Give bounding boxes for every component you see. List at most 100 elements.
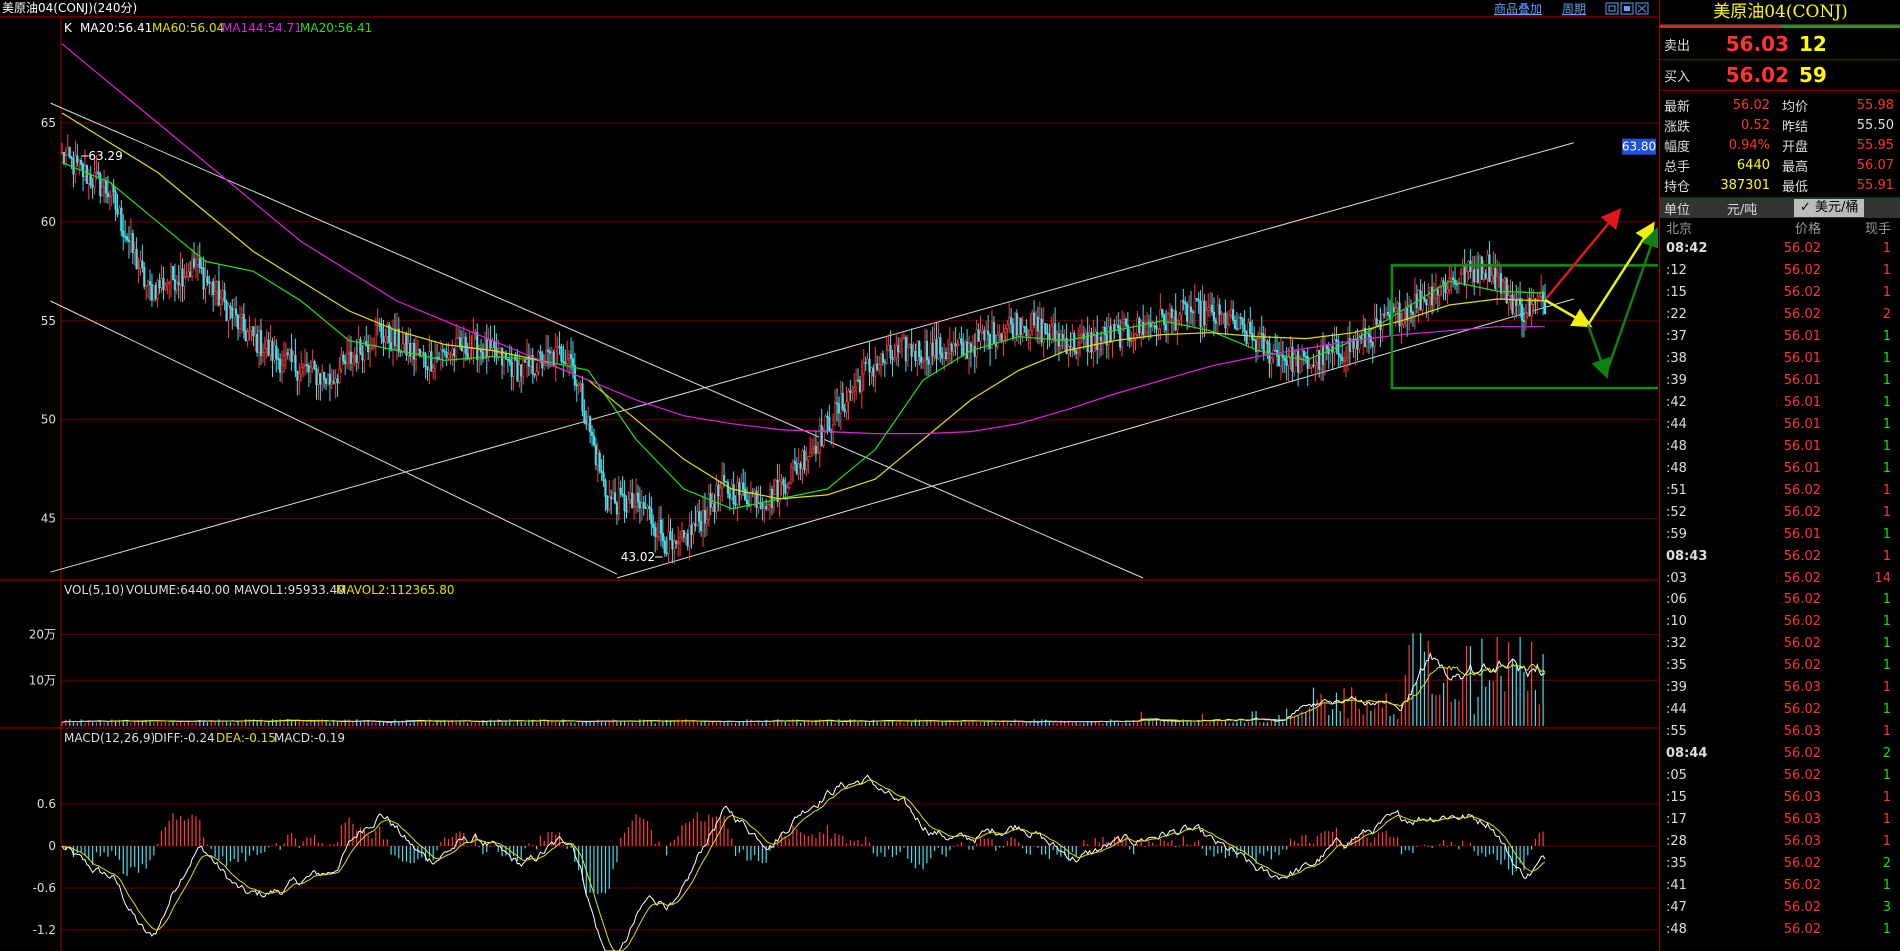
tick-time: :59: [1666, 526, 1687, 542]
candle-body: [443, 350, 446, 353]
candle-body: [422, 352, 425, 355]
candle-body: [717, 484, 720, 497]
overlay-link[interactable]: 商品叠加: [1494, 1, 1542, 16]
candle-body: [1184, 302, 1187, 305]
stat-row: 涨跌 0.52 昨结 55.50: [1664, 115, 1897, 135]
volume-tick-label: 10万: [29, 673, 56, 687]
candle-body: [1205, 310, 1208, 326]
tick-row: :39 56.01 1: [1660, 370, 1900, 392]
candle-body: [569, 354, 573, 359]
candle-body: [552, 351, 555, 366]
ma-line-ma144: [61, 43, 1545, 435]
macd-legend-4: MACD:-0.19: [274, 731, 345, 745]
tick-row: :15 56.03 1: [1660, 786, 1900, 808]
candle-body: [1187, 306, 1191, 322]
candle-body: [1165, 324, 1168, 331]
candle-body: [506, 358, 509, 361]
candle-body: [143, 267, 146, 287]
candle-body: [430, 351, 433, 372]
candle-body: [860, 373, 863, 392]
candle-body: [93, 172, 96, 188]
candle-body: [1230, 309, 1233, 316]
candle-body: [1540, 291, 1543, 297]
candle-body: [646, 505, 649, 509]
period-link[interactable]: 周期: [1562, 2, 1586, 16]
candle-body: [1069, 346, 1072, 348]
candle-body: [1201, 300, 1204, 328]
candle-body: [1446, 288, 1449, 293]
candle-body: [1239, 316, 1242, 319]
candle-body: [1543, 300, 1547, 315]
candle-body: [336, 378, 339, 384]
low-price-label: 43.02─: [621, 550, 663, 564]
candle-body: [1314, 362, 1317, 366]
close-icon[interactable]: [1635, 2, 1649, 15]
tick-list[interactable]: 08:42 56.02 1:12 56.02 1:15 56.02 1:22 56.02 2:3…: [1660, 238, 1900, 940]
candle-body: [1352, 338, 1355, 349]
candle-body: [1325, 345, 1328, 350]
candle-body: [1226, 324, 1229, 329]
stat-key: 最高: [1782, 159, 1809, 175]
candle-body: [445, 351, 448, 358]
mavol2-line: [61, 663, 1546, 723]
unit-usd-option[interactable]: ✓ 美元/桶: [1794, 199, 1865, 217]
candle-body: [80, 160, 83, 165]
candle-body: [145, 284, 148, 287]
candle-body: [916, 340, 919, 361]
candle-body: [168, 281, 171, 284]
candle-body: [472, 332, 475, 349]
candle-body: [811, 448, 814, 453]
candle-body: [451, 348, 454, 355]
candle-body: [587, 416, 590, 425]
candle-body: [703, 510, 707, 524]
candle-body: [598, 452, 601, 472]
unit-rmb-option[interactable]: 元/吨: [1726, 202, 1758, 218]
candle-body: [1054, 323, 1057, 342]
buy-qty: 59: [1799, 63, 1827, 87]
candle-body: [623, 494, 626, 511]
candle-body: [1530, 304, 1533, 317]
maximize-icon[interactable]: [1620, 2, 1634, 15]
candle-body: [633, 506, 636, 509]
restore-icon[interactable]: [1605, 2, 1619, 15]
candle-body: [1010, 317, 1013, 325]
candle-body: [127, 239, 131, 242]
tick-price: 56.02: [1783, 614, 1821, 630]
candle-body: [1344, 357, 1348, 361]
tick-row: :48 56.02 1: [1660, 918, 1900, 940]
kline-chart[interactable]: 美原油04(CONJ)(240分) 商品叠加 周期 K MA20:56.41 M…: [0, 0, 1658, 951]
candle-body: [300, 367, 303, 375]
stat-key: 最低: [1782, 179, 1809, 195]
downtrend-upper-line: [50, 102, 1144, 579]
candle-body: [225, 301, 228, 321]
candle-body: [290, 349, 293, 363]
candle-body: [267, 339, 270, 356]
tick-price: 56.01: [1783, 395, 1821, 411]
candle-body: [654, 527, 657, 537]
candle-body: [724, 481, 728, 483]
candle-body: [390, 342, 393, 351]
candle-body: [1220, 312, 1223, 315]
tick-price: 56.02: [1783, 636, 1821, 652]
stat-key: 总手: [1664, 159, 1691, 175]
tick-price: 56.02: [1783, 702, 1821, 718]
candle-body: [462, 336, 465, 352]
candle-body: [351, 356, 354, 364]
candle-body: [453, 348, 456, 357]
candle-body: [221, 290, 224, 300]
candle-body: [885, 350, 888, 364]
candle-body: [990, 322, 994, 349]
candle-body: [1101, 326, 1105, 342]
candle-body: [627, 499, 630, 513]
tick-row: :12 56.02 1: [1660, 260, 1900, 282]
candle-body: [479, 349, 483, 353]
candle-body: [183, 277, 186, 287]
candle-body: [853, 387, 856, 392]
tick-price: 56.02: [1783, 899, 1821, 915]
candle-body: [1099, 336, 1103, 342]
candle-body: [985, 330, 988, 341]
candle-body: [1182, 300, 1185, 303]
candle-body: [1350, 338, 1353, 353]
candle-body: [789, 466, 793, 484]
candle-body: [833, 402, 837, 426]
